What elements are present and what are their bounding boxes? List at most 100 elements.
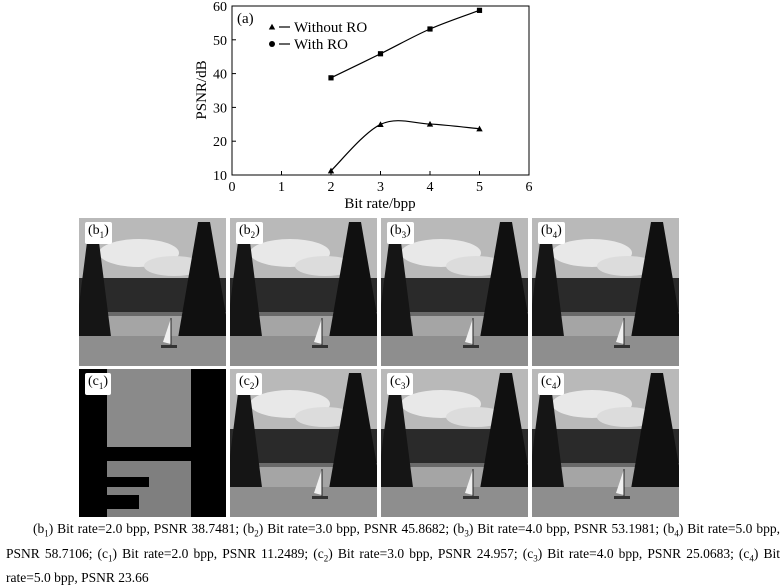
tile-label-subscript: 3 [400,380,406,391]
cloud [597,256,657,276]
caption-item-label: (b [663,521,675,536]
tile-label-end: ) [406,223,411,238]
cloud [295,256,355,276]
result-image-c4: (c4) [532,369,679,517]
tile-label: (b2) [236,222,263,244]
sailboat-hull [463,345,479,348]
sailboat-hull [463,496,479,499]
series-line [330,120,480,172]
pine-tree [480,373,528,489]
caption-item-text: ) Bit rate=3.0 bpp, PSNR 45.8682; [258,521,454,536]
caption-item-label: (c [313,545,324,561]
sailboat [616,318,624,344]
sailboat [163,318,171,344]
foreground-shore [230,336,377,366]
y-tick-label: 60 [213,0,227,15]
tile-label-main: (b [239,223,251,238]
sailboat [314,469,322,495]
lake-scene [532,218,679,366]
y-tick-label: 50 [213,34,227,49]
pine-tree [631,373,679,489]
sailboat-hull [614,345,630,348]
data-point [476,125,483,132]
tile-label: (b4) [538,222,565,244]
tile-label: (b3) [387,222,414,244]
pine-tree [631,222,679,338]
sailboat [314,318,322,344]
caption-item-label: (c [522,545,534,561]
shoreline [532,463,679,467]
pine-tree [381,228,414,338]
caption-item-subscript: 1 [44,528,49,539]
caption-item-subscript: 4 [674,528,679,539]
tile-label-end: ) [104,223,109,238]
tile-label-end: ) [405,374,411,389]
sailboat [616,469,624,495]
pine-tree [329,373,377,489]
series-line [330,9,480,79]
legend-marker [268,23,276,30]
sailboat-hull [312,345,328,348]
result-image-c2: (c2) [230,369,377,517]
x-tick-label: 5 [476,180,483,195]
caption-item-text: ) Bit rate=5.0 bpp, PSNR 58.7106; [6,521,780,561]
data-point [427,26,433,32]
pine-tree [79,228,112,338]
sailboat-hull [161,345,177,348]
tile-label-end: ) [254,374,260,389]
tile-label-subscript: 3 [401,229,407,240]
tile-label: (b1) [85,222,112,244]
tile-label-subscript: 4 [551,380,557,391]
lake-scene [532,369,679,517]
shoreline [381,312,528,316]
caption-item-subscript: 2 [323,553,329,564]
data-point [328,75,334,81]
tile-label-subscript: 2 [249,380,255,391]
caption-item-label: (b [33,521,45,536]
sailboat [465,318,473,344]
tile-label-subscript: 2 [250,229,256,240]
caption-item-text: ) Bit rate=2.0 bpp, PSNR 11.2489; [112,545,314,561]
tile-label-main: (b [390,223,402,238]
data-point [476,7,483,13]
x-tick-label: 6 [526,180,533,195]
pine-tree [532,228,565,338]
tile-label-main: (c [88,374,99,389]
lake-scene [230,369,377,517]
tile-label-end: ) [103,374,109,389]
x-tick-label: 2 [328,180,335,195]
result-image-b2: (b2) [230,218,377,366]
panel-label: (a) [237,11,254,27]
sailboat-hull [312,496,328,499]
chart-axes: 0 1 2 3 4 5 6 10 20 30 40 50 60 [213,0,533,195]
treeline [79,447,226,461]
tile-label-main: (b [88,223,100,238]
caption-item-label: (c [738,545,750,561]
pine-tree [532,379,565,489]
x-tick-label: 1 [278,180,285,195]
caption-item-text: ) Bit rate=2.0 bpp, PSNR 38.7481; [48,521,244,536]
sailboat [465,469,473,495]
caption-item-text: ) Bit rate=3.0 bpp, PSNR 24.957; [328,545,523,561]
lake-scene [381,369,528,517]
pine-tree [178,222,226,338]
foreground-shore [532,336,679,366]
result-image-c3: (c3) [381,369,528,517]
foreground-shore [79,336,226,366]
cloud [144,256,204,276]
chart-series [327,7,483,174]
y-tick-label: 40 [213,68,227,83]
tile-label-main: (c [390,374,401,389]
tile-label: (c3) [387,373,414,395]
caption-item-label: (c [97,545,109,561]
pine-tree [230,379,263,489]
tile-label-main: (c [541,374,552,389]
caption-item-subscript: 1 [108,553,113,564]
caption-item-label: (b [453,521,465,536]
result-image-b1: (b1) [79,218,226,366]
tile-label-subscript: 4 [552,229,558,240]
caption-item-subscript: 4 [749,553,754,564]
tile-label-subscript: 1 [99,229,105,240]
